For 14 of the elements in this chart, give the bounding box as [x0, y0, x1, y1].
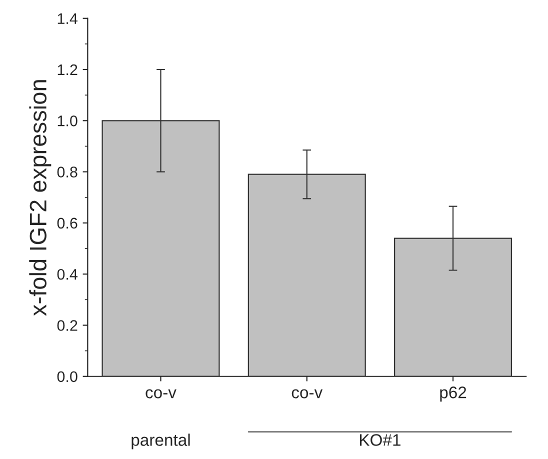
y-axis-title: x-fold IGF2 expression	[29, 80, 52, 316]
y-tick-label: 0.0	[57, 371, 78, 382]
x-tick-label: p62	[440, 386, 466, 402]
x-tick-label: co-v	[146, 389, 176, 398]
y-tick-label: 0.8	[57, 166, 78, 178]
y-tick-label: 1.2	[58, 64, 78, 76]
y-tick-label: 0.6	[57, 218, 78, 229]
y-tick-label: 0.4	[57, 268, 78, 280]
y-tick-label: 1.0	[58, 116, 78, 126]
text: parental	[132, 434, 190, 450]
y-tick-label: 0.2	[57, 320, 78, 331]
x-tick-label: co-v	[292, 389, 323, 398]
text: KO#1	[360, 434, 400, 446]
y-tick-label: 1.4	[58, 13, 78, 24]
